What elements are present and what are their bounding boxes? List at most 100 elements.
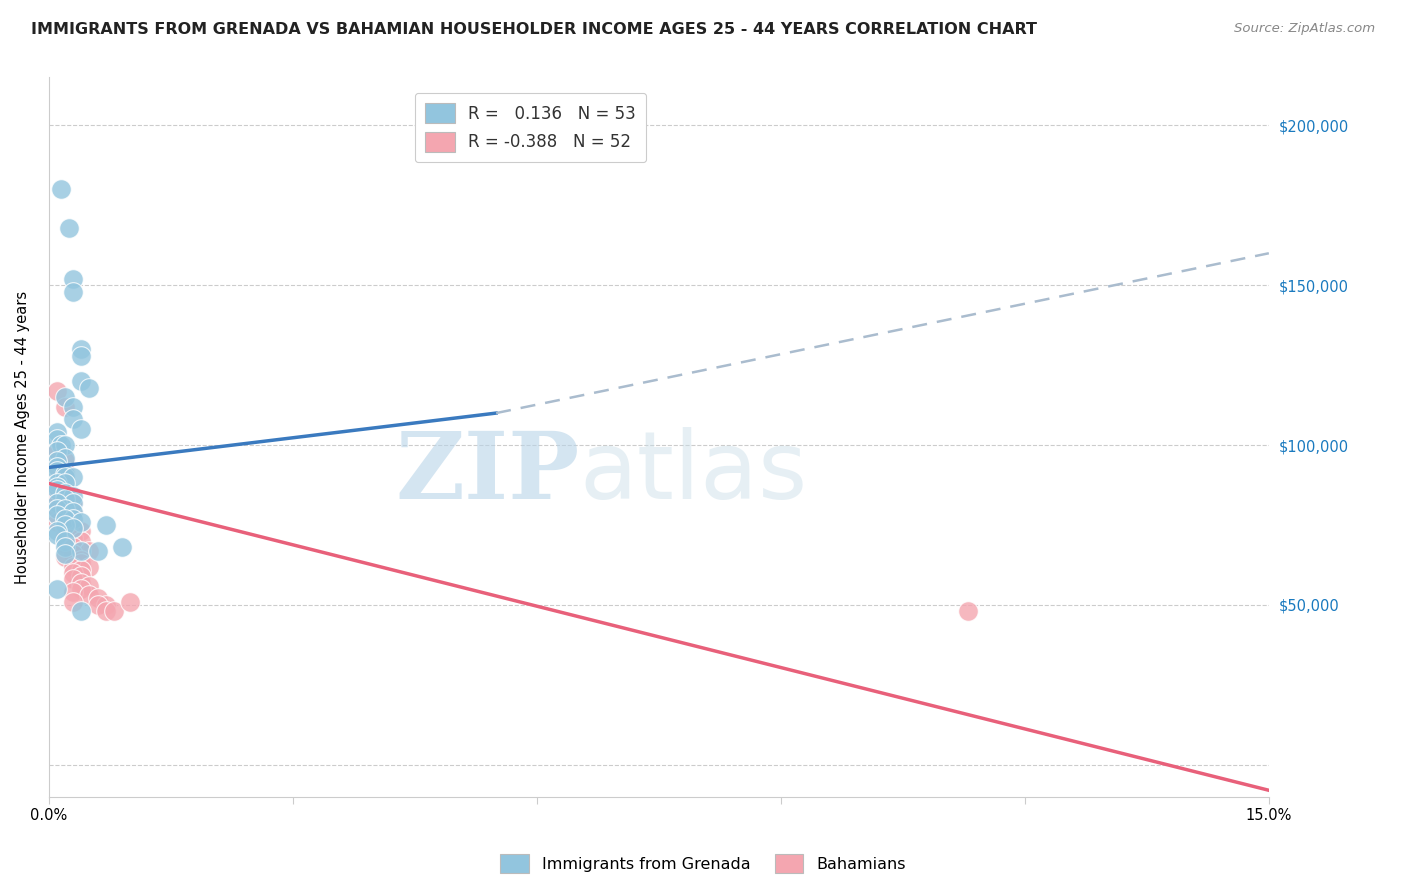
Point: [111, 541, 134, 555]
Point: [70, 569, 93, 583]
Legend: Immigrants from Grenada, Bahamians: Immigrants from Grenada, Bahamians: [494, 847, 912, 880]
Point: [62, 400, 84, 414]
Point: [94, 604, 117, 618]
Point: [53, 390, 76, 404]
Point: [45, 502, 67, 516]
Point: [62, 547, 84, 561]
Text: Source: ZipAtlas.com: Source: ZipAtlas.com: [1234, 22, 1375, 36]
Point: [62, 495, 84, 509]
Point: [58, 220, 80, 235]
Point: [49, 182, 72, 196]
Point: [53, 511, 76, 525]
Point: [45, 524, 67, 539]
Point: [62, 495, 84, 509]
Point: [70, 422, 93, 436]
Point: [62, 412, 84, 426]
Point: [70, 557, 93, 571]
Point: [79, 559, 101, 574]
Point: [45, 444, 67, 458]
Point: [53, 486, 76, 500]
Point: [45, 454, 67, 468]
Point: [62, 541, 84, 555]
Point: [62, 272, 84, 286]
Point: [62, 572, 84, 586]
Text: ZIP: ZIP: [395, 428, 579, 518]
Point: [70, 582, 93, 596]
Point: [62, 566, 84, 580]
Point: [103, 604, 125, 618]
Point: [62, 521, 84, 535]
Point: [62, 505, 84, 519]
Point: [94, 518, 117, 533]
Point: [53, 492, 76, 507]
Point: [79, 579, 101, 593]
Point: [45, 508, 67, 523]
Point: [53, 476, 76, 491]
Point: [53, 502, 76, 516]
Legend: R =   0.136   N = 53, R = -0.388   N = 52: R = 0.136 N = 53, R = -0.388 N = 52: [415, 93, 647, 162]
Point: [45, 464, 67, 478]
Point: [62, 559, 84, 574]
Point: [62, 518, 84, 533]
Point: [53, 476, 76, 491]
Point: [53, 464, 76, 478]
Point: [70, 524, 93, 539]
Point: [70, 533, 93, 548]
Point: [53, 547, 76, 561]
Point: [45, 460, 67, 475]
Point: [53, 537, 76, 551]
Point: [79, 588, 101, 602]
Point: [62, 511, 84, 525]
Point: [53, 483, 76, 497]
Point: [53, 438, 76, 452]
Point: [62, 285, 84, 299]
Point: [53, 470, 76, 484]
Point: [70, 342, 93, 356]
Point: [120, 595, 142, 609]
Point: [79, 380, 101, 394]
Point: [70, 349, 93, 363]
Point: [86, 598, 108, 612]
Point: [53, 467, 76, 481]
Point: [62, 595, 84, 609]
Point: [45, 444, 67, 458]
Point: [45, 480, 67, 494]
Point: [53, 502, 76, 516]
Point: [94, 598, 117, 612]
Point: [62, 585, 84, 599]
Point: [45, 384, 67, 398]
Point: [53, 508, 76, 523]
Point: [70, 374, 93, 388]
Point: [45, 502, 67, 516]
Point: [53, 492, 76, 507]
Point: [53, 541, 76, 555]
Point: [45, 515, 67, 529]
Point: [62, 511, 84, 525]
Point: [956, 604, 979, 618]
Point: [62, 470, 84, 484]
Point: [49, 438, 72, 452]
Point: [45, 425, 67, 440]
Point: [70, 515, 93, 529]
Point: [86, 543, 108, 558]
Point: [53, 521, 76, 535]
Point: [45, 476, 67, 491]
Point: [53, 518, 76, 533]
Point: [45, 460, 67, 475]
Point: [45, 489, 67, 503]
Text: atlas: atlas: [579, 427, 807, 519]
Point: [45, 486, 67, 500]
Point: [53, 549, 76, 564]
Point: [45, 527, 67, 541]
Point: [53, 454, 76, 468]
Point: [53, 533, 76, 548]
Point: [70, 553, 93, 567]
Point: [70, 575, 93, 590]
Point: [62, 531, 84, 545]
Point: [53, 527, 76, 541]
Y-axis label: Householder Income Ages 25 - 44 years: Householder Income Ages 25 - 44 years: [15, 291, 30, 583]
Point: [86, 591, 108, 606]
Text: IMMIGRANTS FROM GRENADA VS BAHAMIAN HOUSEHOLDER INCOME AGES 25 - 44 YEARS CORREL: IMMIGRANTS FROM GRENADA VS BAHAMIAN HOUS…: [31, 22, 1038, 37]
Point: [70, 543, 93, 558]
Point: [70, 563, 93, 577]
